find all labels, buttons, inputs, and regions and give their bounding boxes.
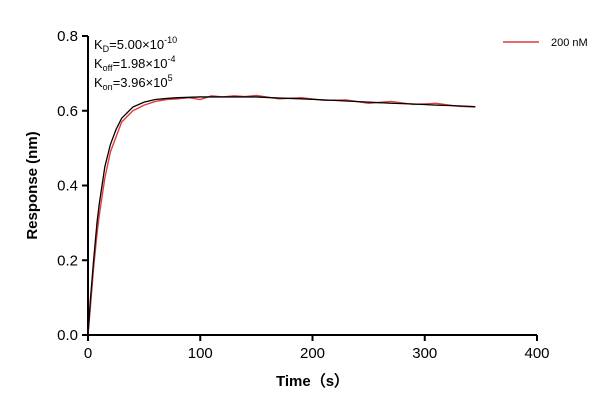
y-axis-title: Response (nm) [24, 131, 41, 239]
annotation-sub: on [103, 82, 113, 92]
annotation-sup: -4 [167, 54, 175, 64]
x-tick-label: 300 [412, 345, 437, 362]
annotation: Kon=3.96×105 [94, 73, 173, 92]
data-line [87, 96, 476, 336]
y-tick-label: 0.6 [57, 103, 78, 120]
annotation: KD=5.00×10-10 [94, 35, 177, 54]
annotation: Koff=1.98×10-4 [94, 54, 175, 73]
annotation-text: =5.00×10 [109, 37, 164, 52]
annotation-symbol: K [94, 37, 103, 52]
annotation-symbol: K [94, 75, 103, 90]
annotation-sub: D [103, 44, 110, 54]
y-tick-label: 0.4 [57, 178, 78, 195]
x-axis-title: Time（s） [276, 372, 349, 390]
y-tick-label: 0.2 [57, 252, 78, 269]
y-tick-label: 0.0 [57, 327, 78, 344]
x-tick-label: 100 [188, 345, 213, 362]
annotation-sup: -10 [164, 35, 177, 45]
data-line [87, 94, 476, 336]
annotation-text: =3.96×10 [113, 75, 168, 90]
annotation-sub: off [103, 63, 113, 73]
x-tick-label: 0 [84, 345, 92, 362]
annotation-sup: 5 [168, 73, 173, 83]
annotation-symbol: K [94, 56, 103, 71]
x-tick-label: 200 [300, 345, 325, 362]
legend-label: 200 nM [551, 37, 588, 49]
annotation-text: =1.98×10 [113, 56, 168, 71]
y-tick-label: 0.8 [57, 28, 78, 45]
x-tick-label: 400 [524, 345, 549, 362]
